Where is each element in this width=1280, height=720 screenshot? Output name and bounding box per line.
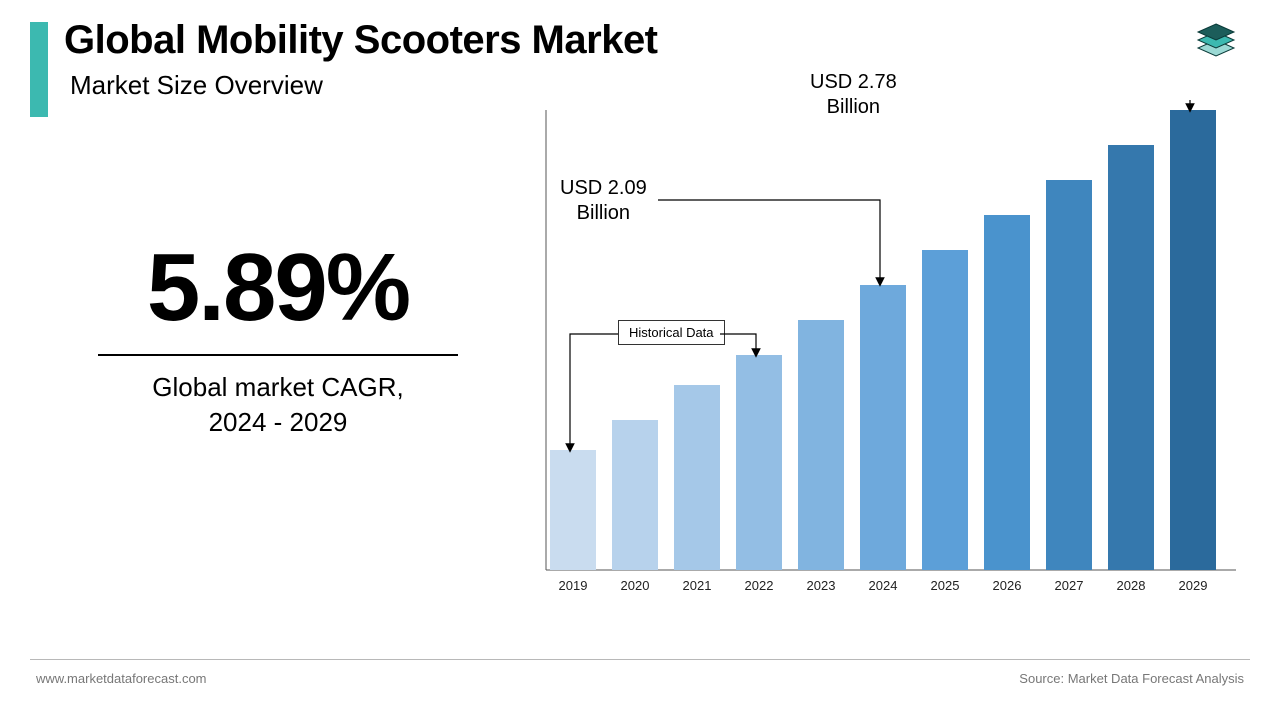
bar-2023 bbox=[798, 320, 844, 570]
bar-2025 bbox=[922, 250, 968, 570]
cagr-divider bbox=[98, 354, 458, 356]
bar-2020 bbox=[612, 420, 658, 570]
bar-2029 bbox=[1170, 110, 1216, 570]
xlabel-2020: 2020 bbox=[621, 578, 650, 593]
bar-2019 bbox=[550, 450, 596, 570]
cagr-label-line1: Global market CAGR, bbox=[68, 370, 488, 405]
page-root: Global Mobility Scooters Market Market S… bbox=[0, 0, 1280, 720]
brand-logo-icon bbox=[1188, 18, 1244, 79]
bar-2026 bbox=[984, 215, 1030, 570]
bar-2027 bbox=[1046, 180, 1092, 570]
callout-2029-line1: USD 2.78 bbox=[810, 70, 897, 95]
cagr-block: 5.89% Global market CAGR, 2024 - 2029 bbox=[68, 240, 488, 440]
bar-chart: USD 2.78 Billion USD 2.09 Billion Histor… bbox=[520, 100, 1240, 620]
page-subtitle: Market Size Overview bbox=[70, 70, 323, 101]
chart-svg: 2019 2020 2021 2022 2023 2024 2025 2026 2027 2028… bbox=[520, 100, 1240, 620]
footer-source: Source: Market Data Forecast Analysis bbox=[1019, 671, 1244, 686]
xlabel-2027: 2027 bbox=[1055, 578, 1084, 593]
bar-2021 bbox=[674, 385, 720, 570]
xlabel-2021: 2021 bbox=[683, 578, 712, 593]
cagr-label-line2: 2024 - 2029 bbox=[68, 405, 488, 440]
xlabel-2023: 2023 bbox=[807, 578, 836, 593]
bar-2022 bbox=[736, 355, 782, 570]
cagr-value: 5.89% bbox=[68, 240, 488, 336]
page-title: Global Mobility Scooters Market bbox=[64, 18, 658, 63]
xlabel-2029: 2029 bbox=[1179, 578, 1208, 593]
footer-divider bbox=[30, 659, 1250, 660]
xlabel-2022: 2022 bbox=[745, 578, 774, 593]
accent-bar bbox=[30, 22, 48, 117]
footer-url: www.marketdataforecast.com bbox=[36, 671, 207, 686]
xlabel-2026: 2026 bbox=[993, 578, 1022, 593]
bar-2028 bbox=[1108, 145, 1154, 570]
xlabel-2019: 2019 bbox=[559, 578, 588, 593]
bar-2024 bbox=[860, 285, 906, 570]
xlabel-2028: 2028 bbox=[1117, 578, 1146, 593]
xlabel-2024: 2024 bbox=[869, 578, 898, 593]
xlabel-2025: 2025 bbox=[931, 578, 960, 593]
